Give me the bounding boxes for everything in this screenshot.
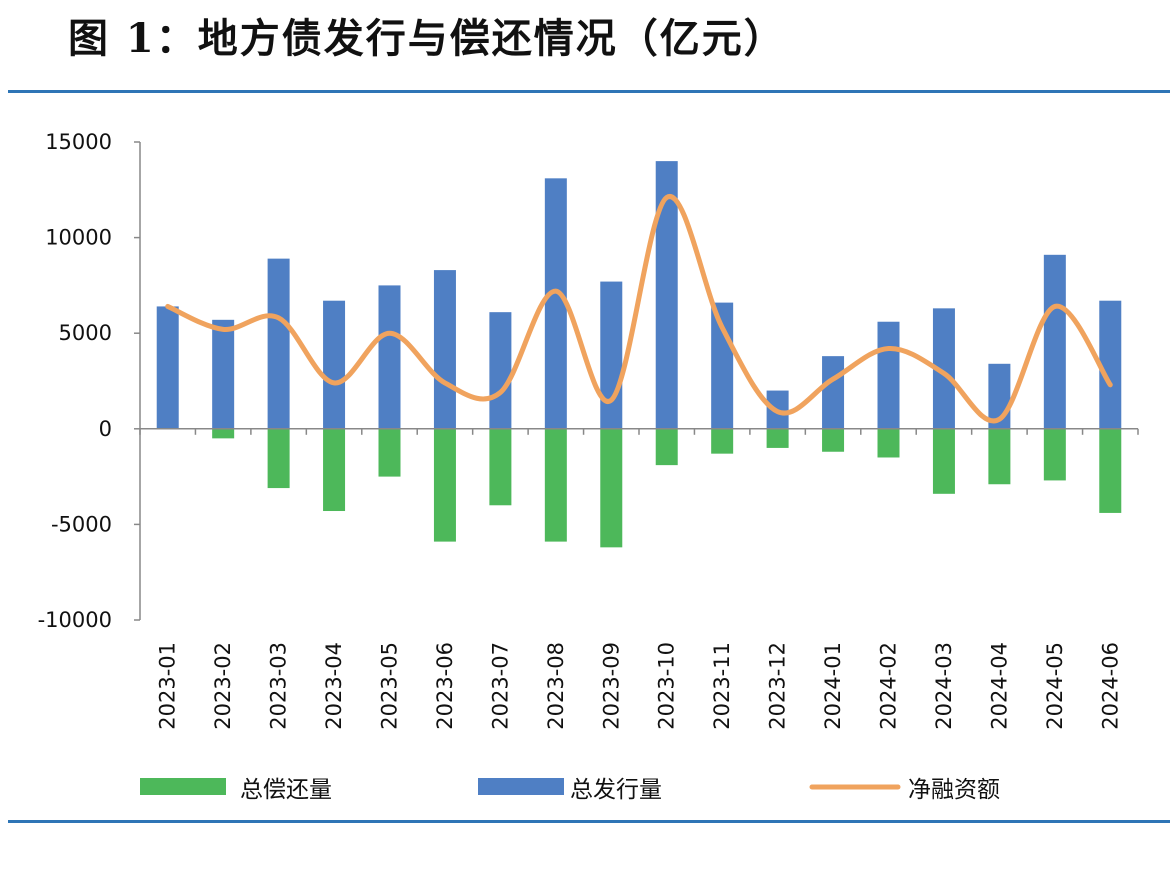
y-tick-label: -5000 (51, 512, 112, 536)
x-tick-label: 2023-01 (156, 642, 180, 730)
x-tick-label: 2024-03 (932, 642, 956, 730)
repayment-bar (212, 428, 235, 439)
issuance-bar (711, 302, 734, 429)
y-tick-label: 15000 (45, 130, 112, 154)
chart-title: 图 1：地方债发行与偿还情况（亿元） (68, 15, 786, 62)
top-divider (8, 90, 1170, 93)
y-tick-label: -10000 (38, 608, 112, 632)
y-tick-label: 10000 (45, 226, 112, 250)
issuance-bar (544, 178, 567, 429)
x-tick-label: 2023-07 (488, 642, 512, 730)
issuance-bar (932, 308, 955, 429)
repayment-bar (932, 428, 955, 494)
legend-repayment-label: 总偿还量 (240, 777, 332, 803)
issuance-bar (600, 281, 623, 429)
issuance-bar (877, 321, 900, 429)
legend-issuance-swatch (478, 778, 564, 795)
x-tick-label: 2023-03 (267, 642, 291, 730)
y-tick-label: 5000 (59, 321, 112, 345)
repayment-bar (822, 428, 845, 452)
repayment-bar (877, 428, 900, 458)
issuance-bar (1099, 300, 1122, 429)
y-axis: 15000 10000 5000 0 -5000 -10000 (38, 130, 141, 632)
x-tick-label: 2024-02 (877, 642, 901, 730)
x-tick-label: 2023-02 (211, 642, 235, 730)
legend: 总偿还量 总发行量 净融资额 (140, 777, 1000, 803)
x-axis: 2023-01 2023-02 2023-03 2023-04 2023-05 2023-… (139, 428, 1139, 730)
repayment-bar (1099, 428, 1122, 513)
x-tick-label: 2023-10 (655, 642, 679, 730)
net-financing-line (165, 194, 1113, 424)
repayment-bar (489, 428, 512, 506)
legend-repayment-swatch (140, 778, 226, 795)
issuance-bar (433, 270, 456, 429)
x-tick-label: 2023-09 (599, 642, 623, 730)
issuance-bar (156, 306, 179, 429)
x-tick-label: 2023-12 (766, 642, 790, 730)
repayment-bar (544, 428, 567, 542)
repayment-bar (600, 428, 623, 548)
repayment-bar (655, 428, 678, 466)
issuance-bar (378, 285, 401, 429)
x-tick-label: 2024-04 (987, 642, 1011, 730)
x-tick-label: 2023-08 (544, 642, 568, 730)
issuance-bar (212, 319, 235, 429)
repayment-bar (323, 428, 346, 512)
repayment-bar (711, 428, 734, 454)
issuance-bar (1043, 254, 1066, 429)
repayment-bar (267, 428, 290, 489)
x-tick-label: 2024-01 (821, 642, 845, 730)
x-tick-label: 2023-11 (710, 642, 734, 730)
issuance-bar (489, 312, 512, 429)
issuance-bar (267, 258, 290, 429)
repayment-bar (988, 428, 1011, 485)
repayment-bar (433, 428, 456, 542)
x-tick-label: 2023-05 (378, 642, 402, 730)
bottom-divider (8, 820, 1170, 823)
repayment-bar (378, 428, 401, 477)
x-tick-label: 2023-06 (433, 642, 457, 730)
issuance-bar (655, 161, 678, 429)
x-tick-label: 2023-04 (322, 642, 346, 730)
legend-net-financing-label: 净融资额 (908, 777, 1000, 803)
x-tick-label: 2024-06 (1098, 642, 1122, 730)
repayment-bar (766, 428, 789, 448)
issuance-bar (323, 300, 346, 429)
legend-issuance-label: 总发行量 (570, 777, 662, 803)
issuance-bar (822, 356, 845, 429)
repayment-bar (1043, 428, 1066, 481)
x-tick-label: 2024-05 (1043, 642, 1067, 730)
bars-layer (156, 161, 1122, 548)
line-layer (165, 194, 1113, 424)
y-tick-label: 0 (99, 417, 112, 441)
